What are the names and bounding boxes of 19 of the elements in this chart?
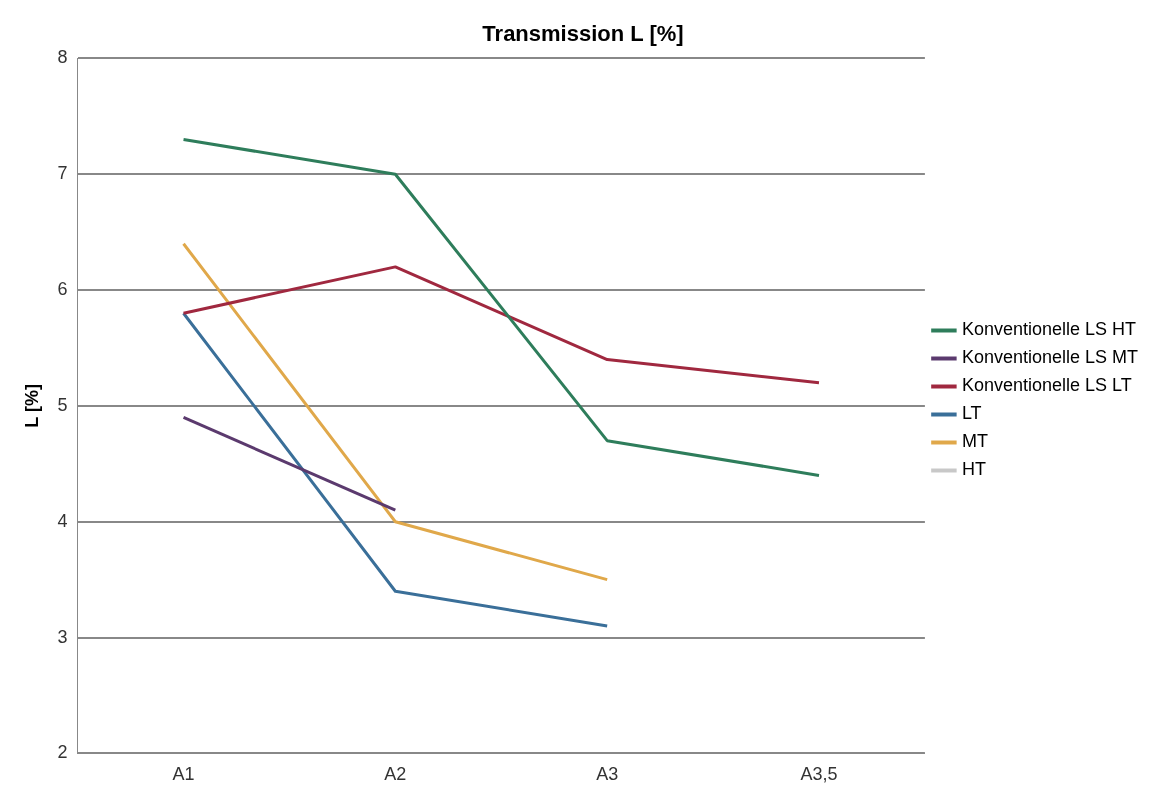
x-tick-label: A3,5: [800, 764, 838, 785]
x-tick-label: A1: [172, 764, 195, 785]
y-tick-label: 2: [57, 742, 68, 763]
y-tick-label: 8: [57, 47, 68, 68]
y-tick-label: 4: [57, 510, 68, 531]
y-tick-label: 3: [57, 626, 68, 647]
legend-label: Konventionelle LS HT: [961, 319, 1137, 340]
legend-label: MT: [961, 431, 988, 452]
legend-label: HT: [961, 459, 986, 480]
chart-title: Transmission L [%]: [482, 21, 684, 47]
y-axis-title: L [%]: [21, 384, 42, 428]
y-tick-label: 7: [57, 163, 68, 184]
legend-label: Konventionelle LS LT: [961, 375, 1132, 396]
x-tick-label: A2: [384, 764, 407, 785]
y-tick-label: 5: [57, 394, 68, 415]
legend-label: LT: [961, 403, 982, 424]
y-tick-label: 6: [57, 279, 68, 300]
x-tick-label: A3: [596, 764, 619, 785]
legend-label: Konventionelle LS MT: [961, 347, 1139, 368]
